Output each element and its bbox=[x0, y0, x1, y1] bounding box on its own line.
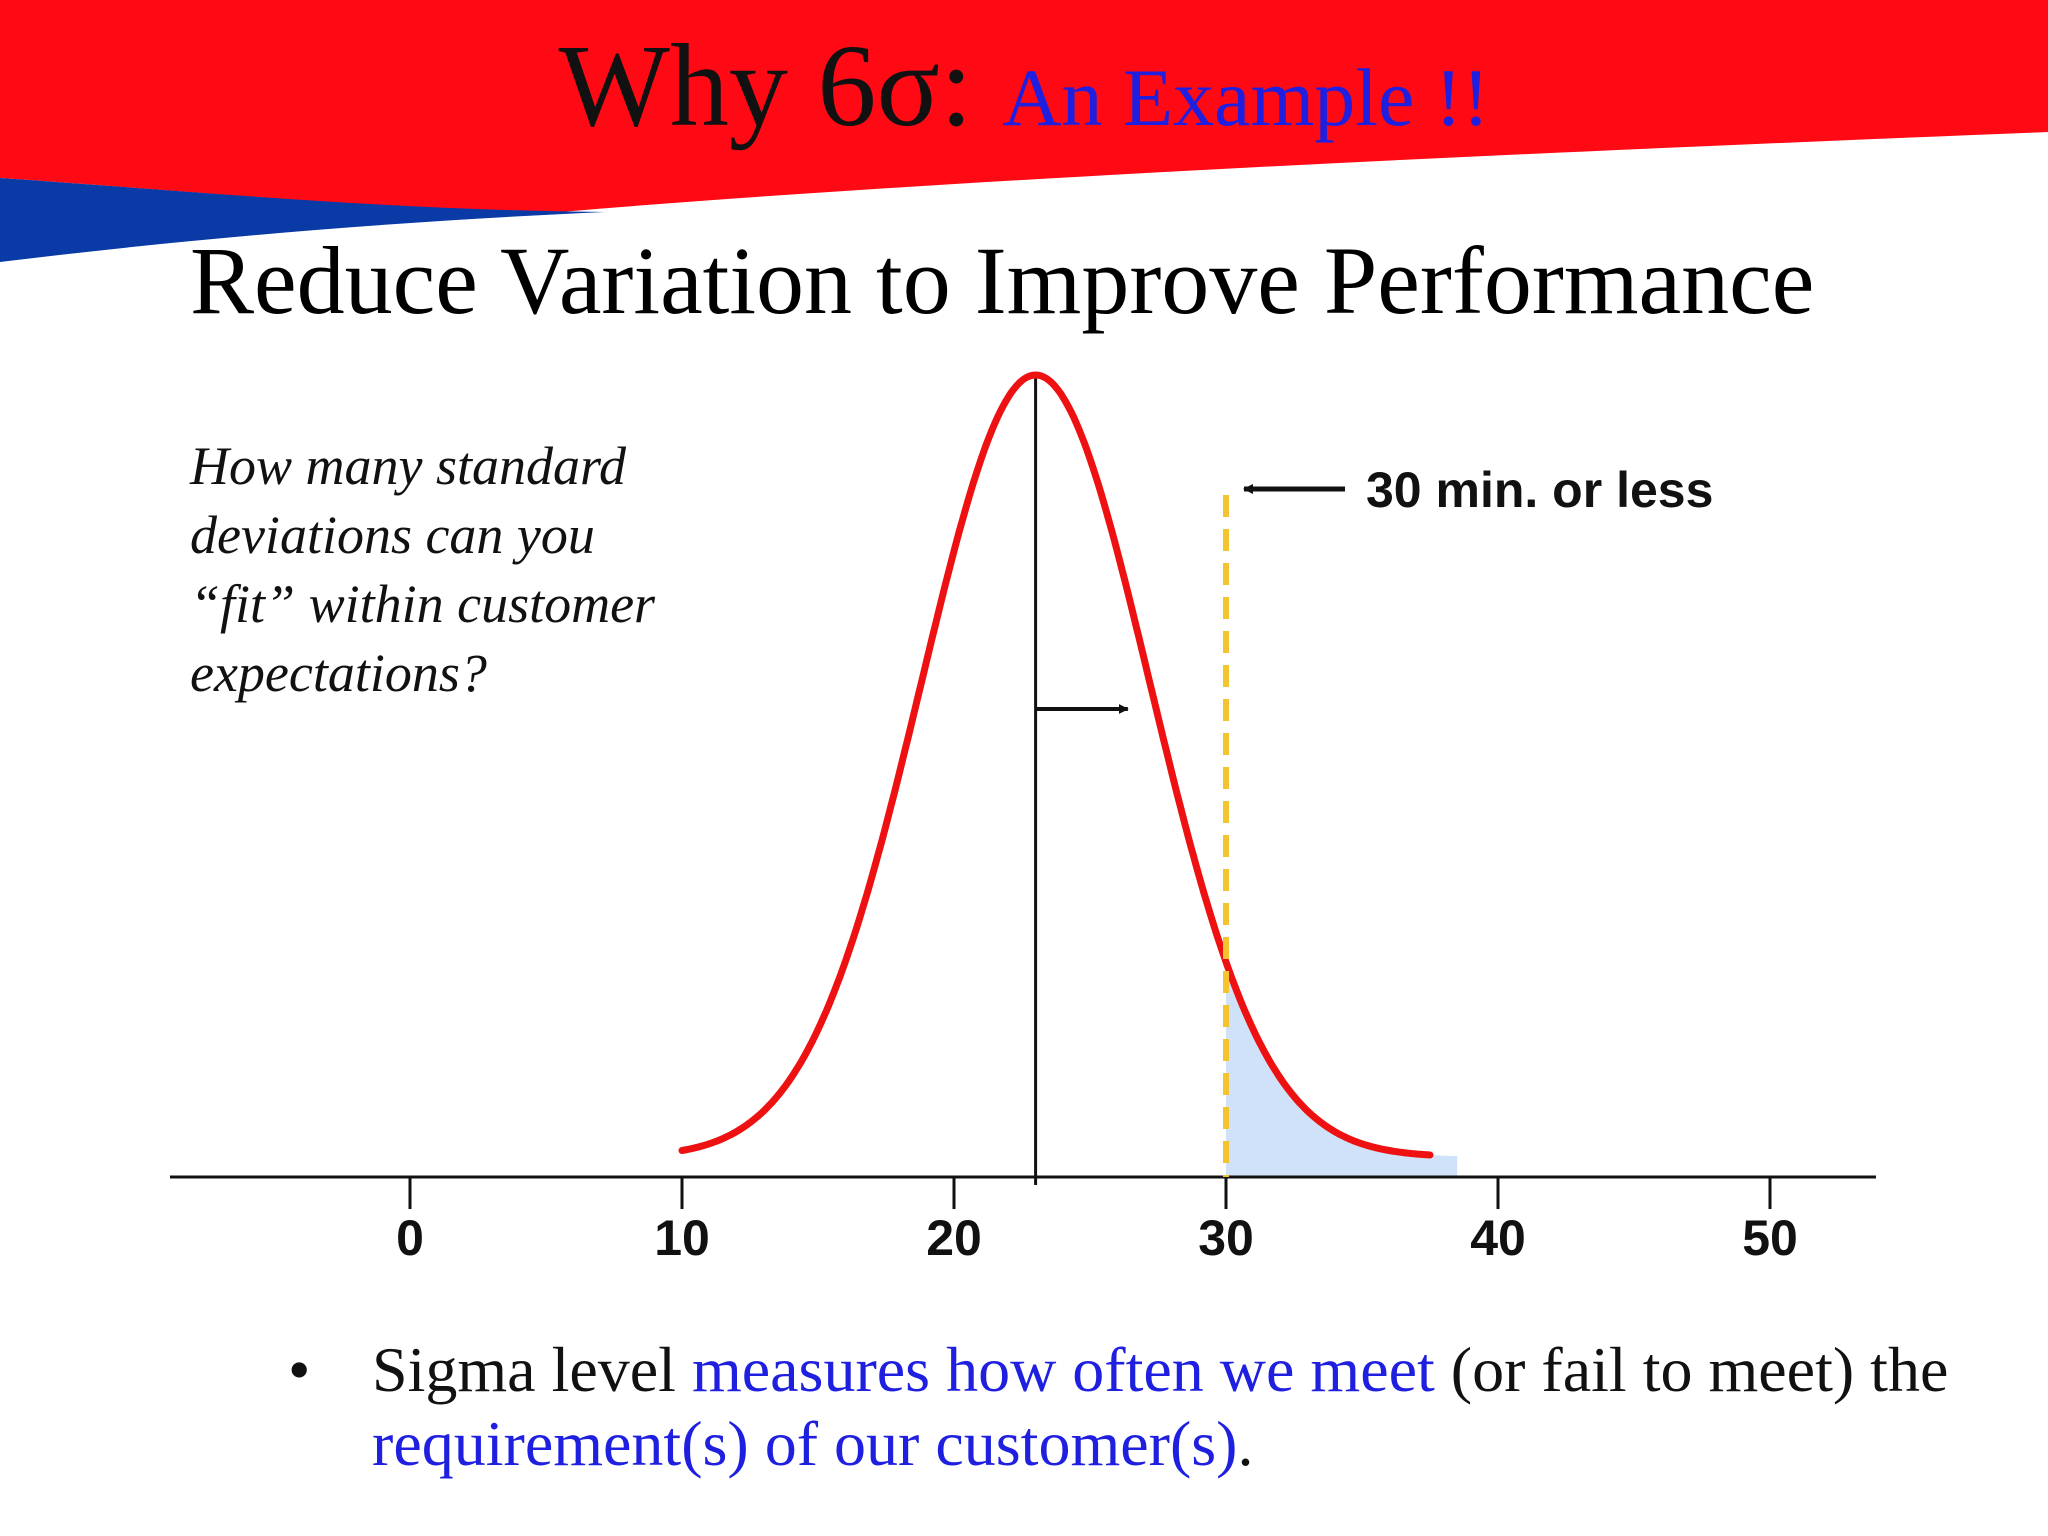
title-banner bbox=[0, 0, 2048, 262]
normal-distribution-chart: 0 10 20 30 40 50 30 min. or less bbox=[170, 371, 1876, 1266]
x-tick-label: 10 bbox=[654, 1210, 710, 1266]
x-tick-label: 40 bbox=[1470, 1210, 1526, 1266]
x-tick-label: 50 bbox=[1742, 1210, 1798, 1266]
slide-title-accent: An Example !! bbox=[1002, 52, 1490, 143]
bullet-part: the bbox=[1870, 1334, 1949, 1405]
x-axis-ticks: 0 10 20 30 40 50 bbox=[396, 1177, 1798, 1266]
question-line: deviations can you bbox=[190, 505, 595, 565]
bullet-part: Sigma level bbox=[372, 1334, 692, 1405]
slide-title-main: Why 6σ: bbox=[558, 20, 973, 151]
bell-curve bbox=[678, 371, 1434, 1159]
x-tick-label: 30 bbox=[1198, 1210, 1254, 1266]
bullet-text: Sigma level measures how often we meet (… bbox=[372, 1333, 2032, 1481]
question-line: expectations? bbox=[190, 643, 487, 703]
banner-blue-swoosh bbox=[0, 178, 605, 262]
question-text: How many standard deviations can you “fi… bbox=[190, 432, 750, 708]
bullet-part: . bbox=[1237, 1408, 1254, 1479]
bullet-highlight: requirement(s) of our customer(s) bbox=[372, 1408, 1238, 1479]
slide-subtitle: Reduce Variation to Improve Performance bbox=[190, 227, 1815, 334]
spec-label: 30 min. or less bbox=[1366, 462, 1713, 518]
x-tick-label: 20 bbox=[926, 1210, 982, 1266]
bullet-part: (or fail to meet) bbox=[1434, 1334, 1871, 1405]
question-line: “fit” within customer bbox=[190, 574, 656, 634]
banner-red-swoosh bbox=[0, 0, 2048, 212]
slide-title: Why 6σ: An Example !! bbox=[0, 16, 2048, 168]
bullet-dot: • bbox=[288, 1334, 311, 1405]
question-line: How many standard bbox=[190, 436, 627, 496]
tail-area bbox=[1226, 962, 1458, 1177]
bullet-highlight: measures how often we meet bbox=[691, 1334, 1435, 1405]
x-tick-label: 0 bbox=[396, 1210, 424, 1266]
